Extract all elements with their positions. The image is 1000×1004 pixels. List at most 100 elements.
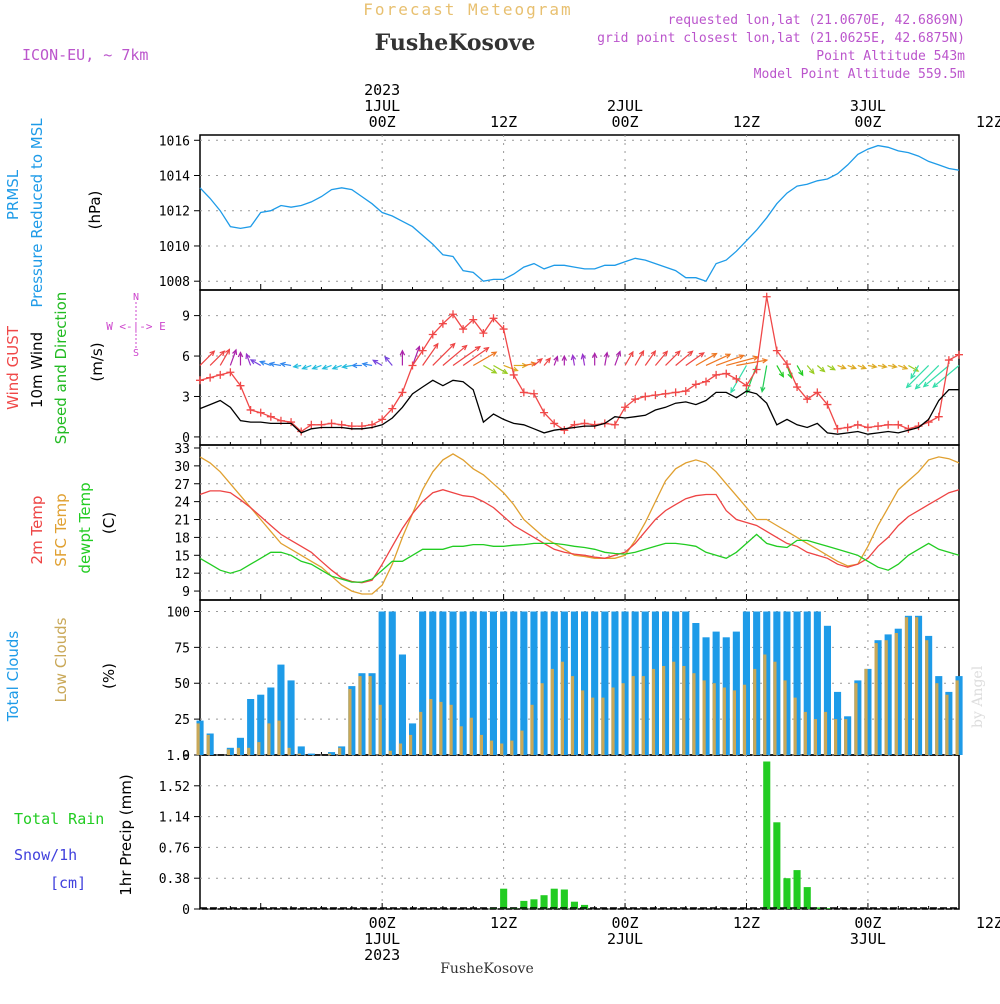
total-cloud-bar: [621, 611, 629, 755]
wind-arrow: [776, 365, 784, 378]
low-cloud-bar: [328, 753, 332, 755]
pressure-ytick-label: 1008: [159, 275, 190, 290]
snow-unit-label: [cm]: [50, 874, 86, 892]
rain-bar: [823, 908, 831, 909]
gust-point: [934, 412, 943, 421]
wind-arrow: [432, 343, 456, 366]
wind-arrow-head: [341, 363, 348, 370]
total-cloud-bar: [783, 611, 791, 755]
temperature-ytick-label: 24: [174, 496, 190, 511]
clouds-plot: Total Clouds Low Clouds (%): [4, 611, 963, 756]
total-cloud-bar: [682, 611, 690, 755]
total-cloud-bar: [773, 611, 781, 755]
rain-bar: [570, 901, 578, 909]
wind-arrow: [715, 354, 744, 367]
clouds-ytick-label: 75: [174, 641, 190, 656]
wind-arrow: [705, 353, 731, 367]
wind-arrow-head: [545, 357, 551, 364]
low-cloud-bar: [368, 676, 372, 755]
super-title: Forecast Meteogram: [363, 0, 572, 19]
wind-arrow-head: [237, 351, 244, 358]
gust-point: [782, 360, 791, 369]
rain-bar: [773, 822, 781, 909]
wind-arrow-head: [433, 342, 439, 349]
total-cloud-bar: [945, 691, 953, 755]
gust-point: [287, 418, 296, 427]
low-cloud-bar: [257, 742, 261, 755]
bottom-time-label: 3JUL: [850, 930, 886, 948]
wind-arrow-head: [674, 350, 681, 357]
wind-speed-line: [199, 379, 959, 435]
wind-arrow-head: [371, 359, 379, 365]
low-cloud-bar: [236, 747, 241, 755]
total-cloud-bar: [925, 635, 933, 755]
wind-arrow-head: [650, 349, 657, 357]
gust-point: [509, 370, 518, 379]
clouds-ytick-label: 0: [182, 749, 190, 764]
wind-arrow-head: [449, 342, 456, 349]
top-time-label: 2JUL: [607, 97, 643, 115]
wind-arrow-head: [724, 353, 732, 359]
total-cloud-bar: [884, 634, 892, 755]
wind-arrow-head: [502, 368, 509, 374]
wind-arrow-head: [249, 359, 257, 365]
rain-bar: [520, 900, 528, 909]
low-cloud-bar: [955, 680, 959, 755]
low-cloud-bar: [226, 749, 230, 755]
total-cloud-bar: [611, 611, 619, 755]
wind-arrow: [726, 356, 759, 367]
total-cloud-bar: [641, 611, 649, 755]
total-cloud-bar: [570, 611, 578, 755]
wind-arrow-head: [553, 355, 559, 362]
gust-point: [216, 370, 225, 379]
low-cloud-bar: [915, 617, 919, 755]
low-cloud-bar: [409, 734, 413, 755]
gust-point: [863, 423, 872, 432]
low-cloud-bar: [712, 683, 716, 755]
low-cloud-bar: [783, 680, 787, 755]
total-cloud-bar: [267, 687, 275, 755]
total-cloud-bar: [864, 668, 872, 755]
gust-point: [246, 405, 255, 414]
total-clouds-label: Total Clouds: [4, 631, 22, 723]
low-cloud-bar: [419, 711, 423, 755]
top-time-label: 12Z: [733, 113, 760, 131]
rain-bar: [560, 889, 568, 909]
wind-arrow-head: [881, 363, 888, 369]
wind-arrow: [342, 364, 352, 368]
wind-arrow-head: [687, 350, 694, 357]
low-cloud-bar: [550, 668, 554, 755]
wind-arrow-head: [628, 350, 634, 357]
wind-arrow: [915, 365, 940, 390]
low-cloud-bar: [297, 753, 301, 755]
gust-point: [610, 420, 619, 429]
header: Forecast Meteogram FusheKosove ICON-EU, …: [22, 0, 965, 82]
gust-point: [914, 422, 923, 431]
top-time-label: 00Z: [611, 113, 638, 131]
wind-arrow: [422, 343, 439, 366]
footer: FusheKosove by Angel: [440, 665, 986, 977]
wind-arrow: [572, 355, 576, 366]
total-cloud-bar: [732, 631, 740, 755]
rain-bar: [793, 870, 801, 909]
wind-arrow-head: [311, 364, 318, 370]
total-rain-label: Total Rain: [14, 810, 104, 828]
wind-arrow-head: [638, 349, 645, 357]
model-label: ICON-EU, ~ 7km: [22, 46, 148, 64]
total-cloud-bar: [236, 737, 244, 755]
pressure-plot: PRMSL Pressure Reduced to MSL (hPa): [4, 118, 960, 308]
gust-point: [378, 415, 387, 424]
precip-ytick-label: 1.9: [167, 749, 190, 764]
total-cloud-bar: [409, 723, 417, 755]
wind-arrow: [250, 359, 262, 366]
wind-arrow: [260, 361, 272, 367]
sfc-temp-label: SFC Temp: [52, 493, 70, 566]
wind-arrow: [493, 364, 508, 374]
total-cloud-bar: [398, 654, 406, 755]
gust-point: [499, 325, 508, 334]
gust-point: [388, 404, 397, 413]
wind-arrow: [827, 364, 836, 371]
wind-arrow-head: [209, 350, 216, 357]
total-cloud-bar: [348, 686, 356, 755]
precip-ytick-label: 1.14: [159, 811, 190, 826]
